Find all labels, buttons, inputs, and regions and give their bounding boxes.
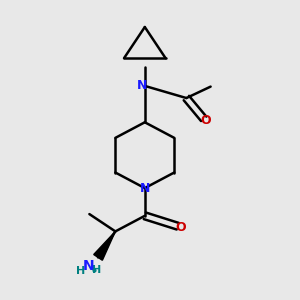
Text: N: N (137, 80, 147, 92)
Text: O: O (200, 114, 211, 127)
Text: H: H (76, 266, 85, 276)
Text: N: N (83, 259, 95, 273)
Text: H: H (92, 265, 101, 275)
Text: O: O (175, 221, 186, 234)
Polygon shape (94, 231, 116, 260)
Text: N: N (140, 182, 150, 195)
